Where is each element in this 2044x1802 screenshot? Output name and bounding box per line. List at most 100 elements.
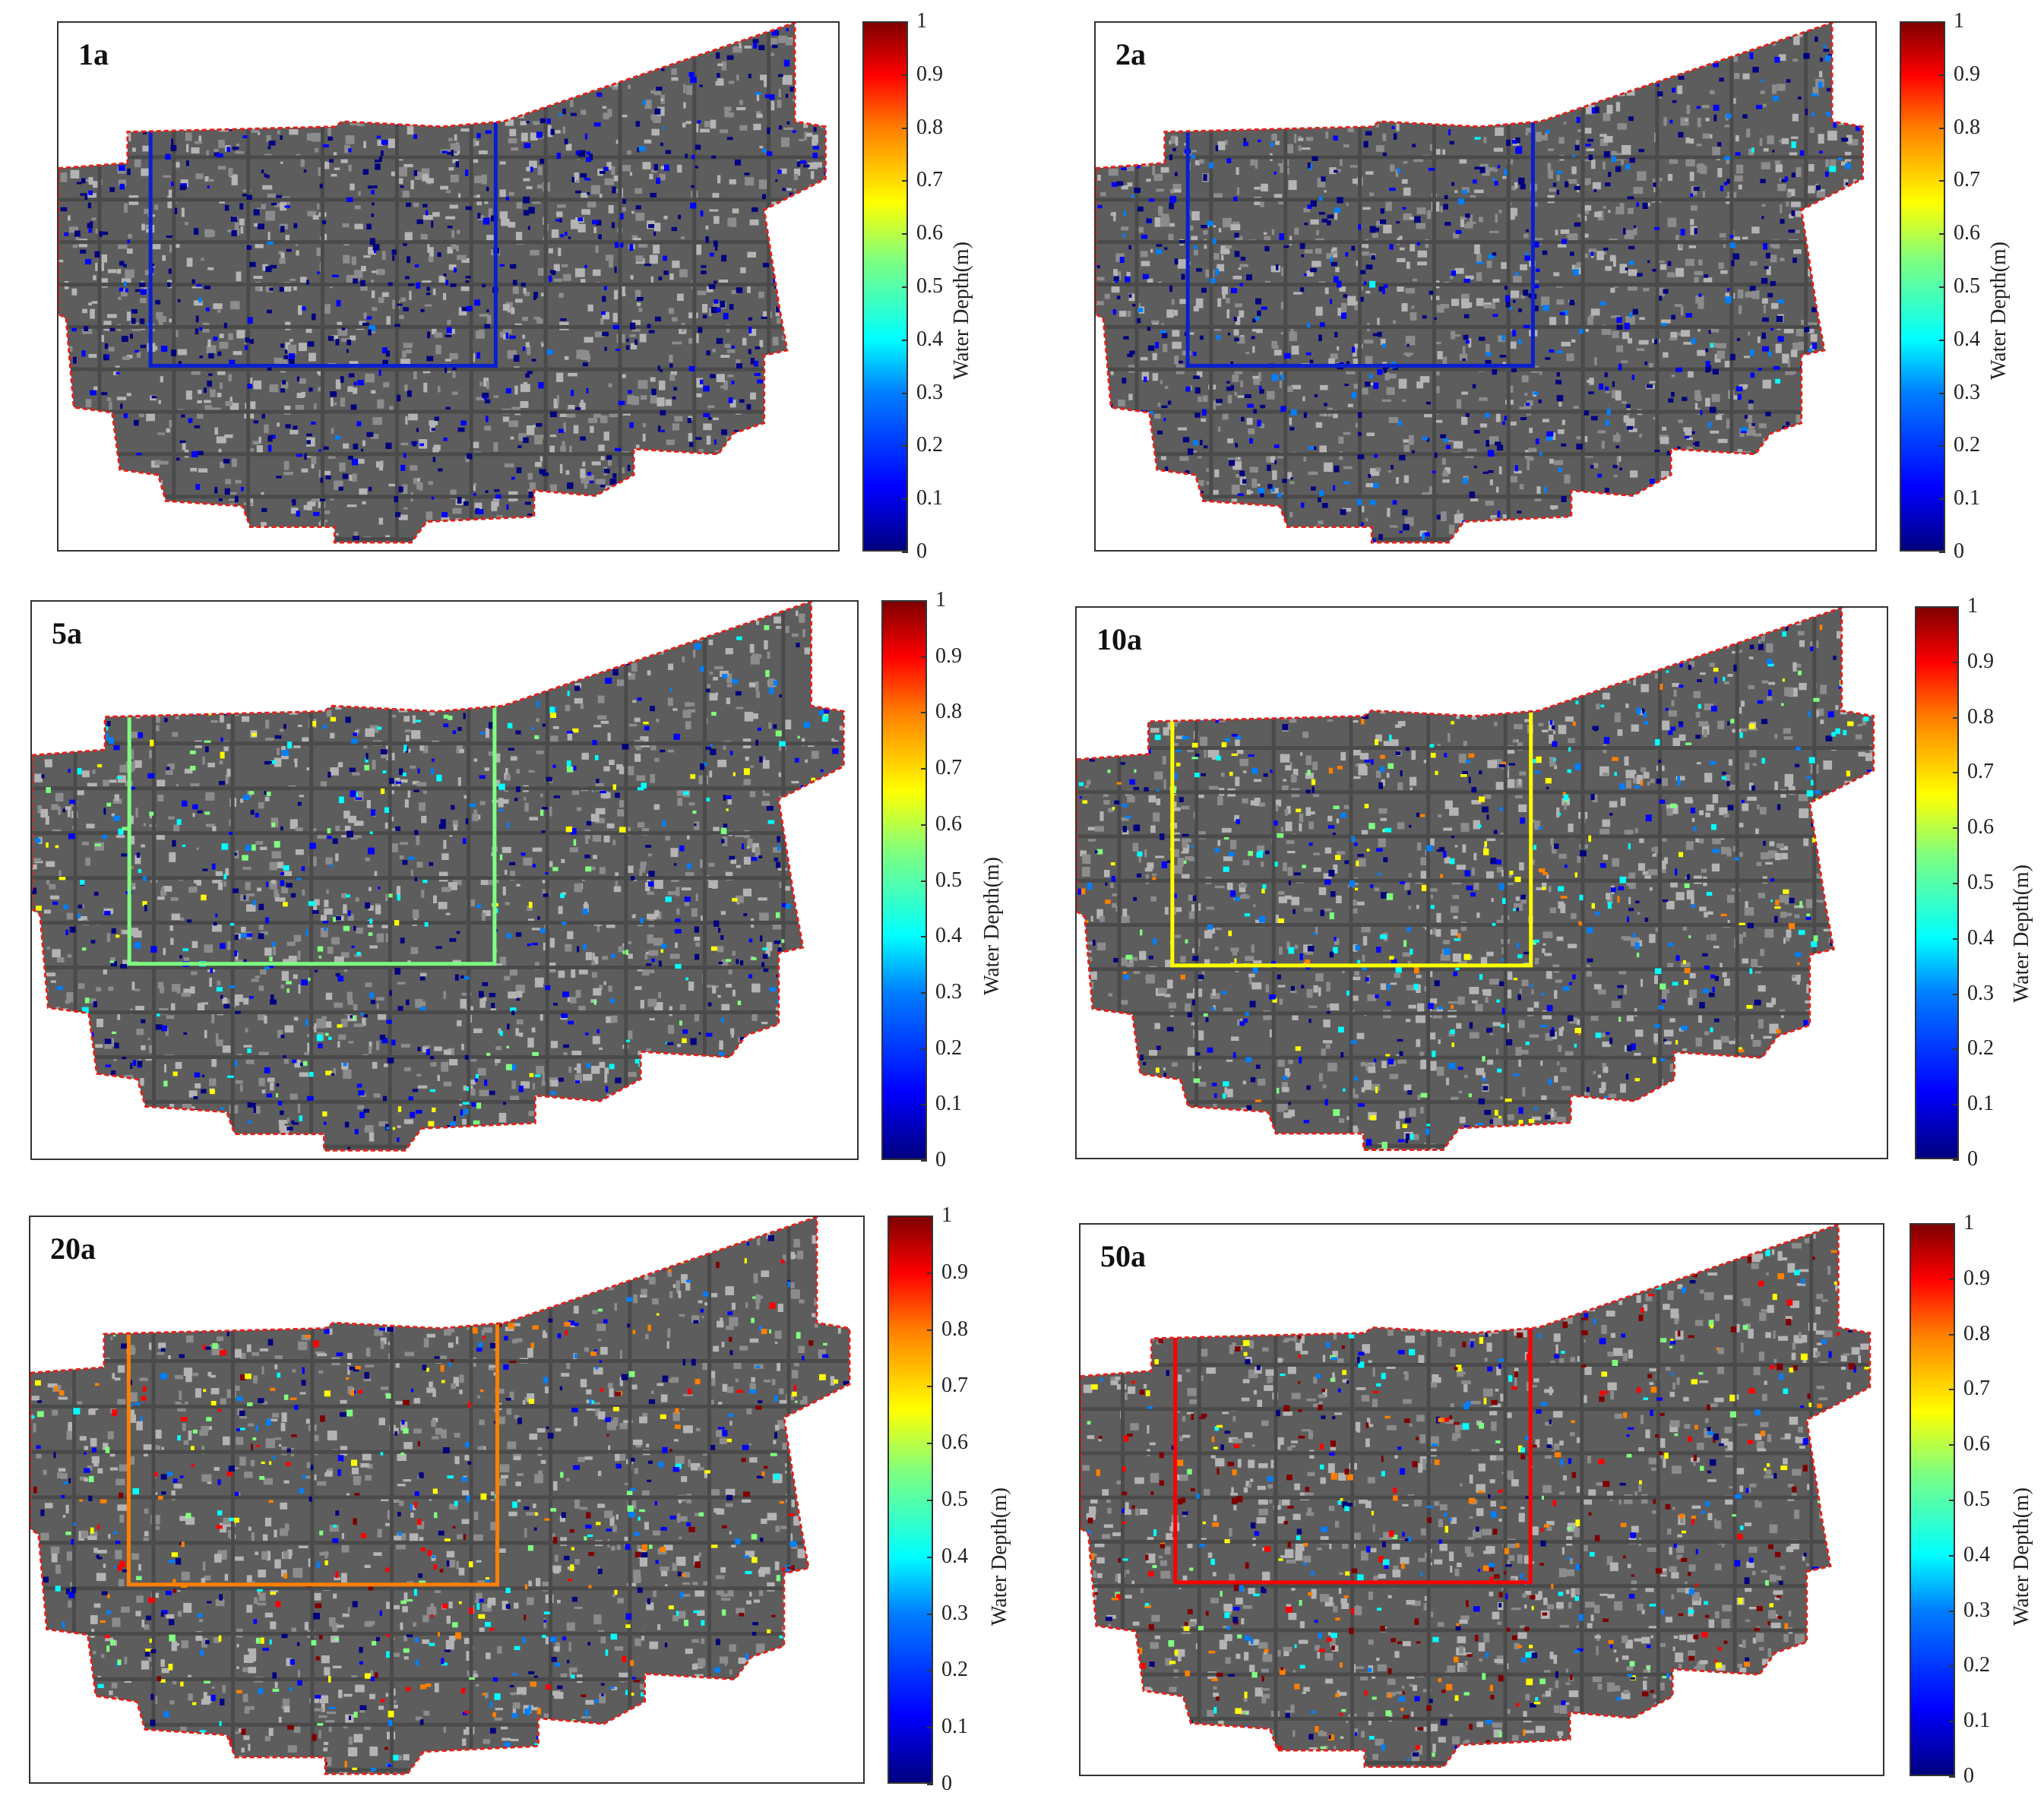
colorbar-tick-mark [1939,21,1945,23]
colorbar-tick-label: 0.1 [1967,1092,1994,1116]
colorbar-tick-mark [1949,1665,1955,1668]
colorbar-tick-mark [1949,1500,1955,1501]
colorbar-tick-mark [921,991,927,994]
colorbar-tick-mark [1949,1389,1955,1391]
flood-map-2a [1096,23,1864,544]
colorbar-tick-label: 0.6 [916,221,943,245]
colorbar-tick-mark [902,498,908,501]
colorbar-tick-label: 0 [1967,1147,1978,1171]
colorbar-tick-mark [927,1556,933,1558]
colorbar-tick-label: 0.3 [935,979,962,1004]
flood-map-5a [32,602,845,1152]
colorbar-tick-label: 0 [935,1148,946,1171]
panel-20a: 20a Water Depth(m) 0 0.1 0.2 0.3 0.4 0.5 0.6 0.… [0,1200,1022,1802]
colorbar-tick-label: 0.9 [1963,1266,1990,1290]
flood-map-20a [30,1217,851,1775]
colorbar-tick-mark [1949,1333,1955,1336]
colorbar-tick-label: 1 [916,9,927,33]
colorbar-tick-mark [1953,993,1959,995]
colorbar-tick-mark [1949,1278,1955,1280]
colorbar-tick-label: 0.2 [935,1035,962,1060]
colorbar-tick-label: 0.2 [1963,1653,1990,1677]
flood-map-10a [1077,608,1875,1151]
colorbar-tick-label: 0.5 [941,1487,968,1511]
colorbar-tick-label: 0.6 [935,811,962,836]
colorbar-tick-label: 1 [941,1203,952,1227]
colorbar-tick-mark [921,600,927,602]
colorbar-tick-label: 0.4 [935,924,962,948]
colorbar-tick-mark [1939,286,1945,288]
colorbar-title-20a: Water Depth(m) [988,1487,1011,1626]
panel-50a: 50a Water Depth(m) 0 0.1 0.2 0.3 0.4 0.5 0.6 0.… [1022,1200,2044,1802]
colorbar-tick-mark [1953,661,1959,663]
colorbar-tick-label: 0.3 [1954,380,1980,404]
colorbar-tick-mark [1939,127,1945,129]
colorbar-tick-label: 0.4 [916,327,943,351]
colorbar-tick-mark [927,1727,933,1729]
colorbar-1a [862,21,908,552]
colorbar-tick-mark [927,1784,933,1785]
colorbar-title-10a: Water Depth(m) [2010,865,2033,1003]
study-area-boundary [1081,1225,1872,1768]
colorbar-tick-label: 0.8 [1963,1321,1990,1345]
building-blocks [32,602,844,1151]
panel-1a: 1a Water Depth(m) 0 0.1 0.2 0.3 0.4 0.5 0.6 0.7… [0,0,1022,562]
colorbar-tick-label: 0.4 [941,1544,968,1568]
colorbar-tick-label: 1 [1967,594,1978,618]
colorbar-tick-mark [1949,1776,1955,1778]
colorbar-tick-mark [902,180,908,182]
colorbar-title-50a: Water Depth(m) [2010,1487,2033,1626]
colorbar-tick-label: 0.1 [941,1715,968,1739]
colorbar-tick-label: 0.9 [935,643,962,668]
colorbar-tick-label: 0.5 [916,274,943,298]
colorbar-tick-label: 0 [1954,539,1964,563]
study-area-boundary [32,602,845,1152]
colorbar-20a [888,1216,933,1784]
colorbar-tick-mark [921,1048,927,1050]
flood-map-1a [59,23,827,544]
colorbar-tick-label: 0.3 [916,380,943,404]
colorbar-tick-label: 0.4 [1963,1542,1990,1566]
colorbar-tick-mark [927,1216,933,1217]
colorbar-tick-mark [902,552,908,553]
colorbar-tick-label: 0.1 [916,486,943,511]
panel-label-5a: 5a [52,616,82,650]
colorbar-tick-mark [1949,1721,1955,1723]
colorbar-tick-label: 0.8 [1967,704,1994,729]
road-grid [59,23,826,543]
colorbar-2a [1900,21,1945,552]
colorbar-tick-mark [1953,827,1959,830]
colorbar-tick-label: 0.8 [935,700,962,724]
colorbar-50a [1910,1223,1955,1776]
colorbar-tick-mark [927,1386,933,1388]
colorbar-tick-mark [921,936,927,938]
colorbar-tick-label: 0.6 [1963,1432,1990,1456]
colorbar-tick-mark [902,127,908,129]
road-grid [1081,1225,1870,1767]
colorbar-tick-mark [902,445,908,447]
colorbar-tick-mark [921,1160,927,1162]
colorbar-10a [1915,606,1959,1159]
colorbar-tick-mark [1939,233,1945,236]
colorbar-tick-label: 0.3 [1967,981,1994,1005]
colorbar-tick-mark [1939,498,1945,501]
building-blocks [1077,608,1874,1150]
panel-label-20a: 20a [50,1231,96,1266]
colorbar-tick-label: 0.4 [1967,925,1994,950]
colorbar-tick-label: 0.6 [1954,221,1980,245]
colorbar-tick-mark [1939,180,1945,182]
colorbar-tick-label: 0.6 [941,1431,968,1455]
colorbar-title-2a: Water Depth(m) [1987,242,2011,380]
colorbar-tick-label: 0.7 [941,1374,968,1398]
colorbar-tick-label: 0.7 [1954,168,1980,192]
colorbar-tick-label: 0 [941,1772,952,1795]
colorbar-tick-mark [927,1329,933,1331]
colorbar-tick-mark [921,824,927,826]
colorbar-tick-label: 0.8 [1954,115,1980,139]
colorbar-tick-mark [921,1104,927,1106]
panel-label-10a: 10a [1096,622,1142,656]
panel-10a: 10a Water Depth(m) 0 0.1 0.2 0.3 0.4 0.5 0.6 0.… [1022,593,2044,1170]
colorbar-tick-label: 1 [1954,9,1964,33]
colorbar-tick-label: 0.7 [1967,760,1994,784]
colorbar-tick-label: 0.7 [935,756,962,780]
